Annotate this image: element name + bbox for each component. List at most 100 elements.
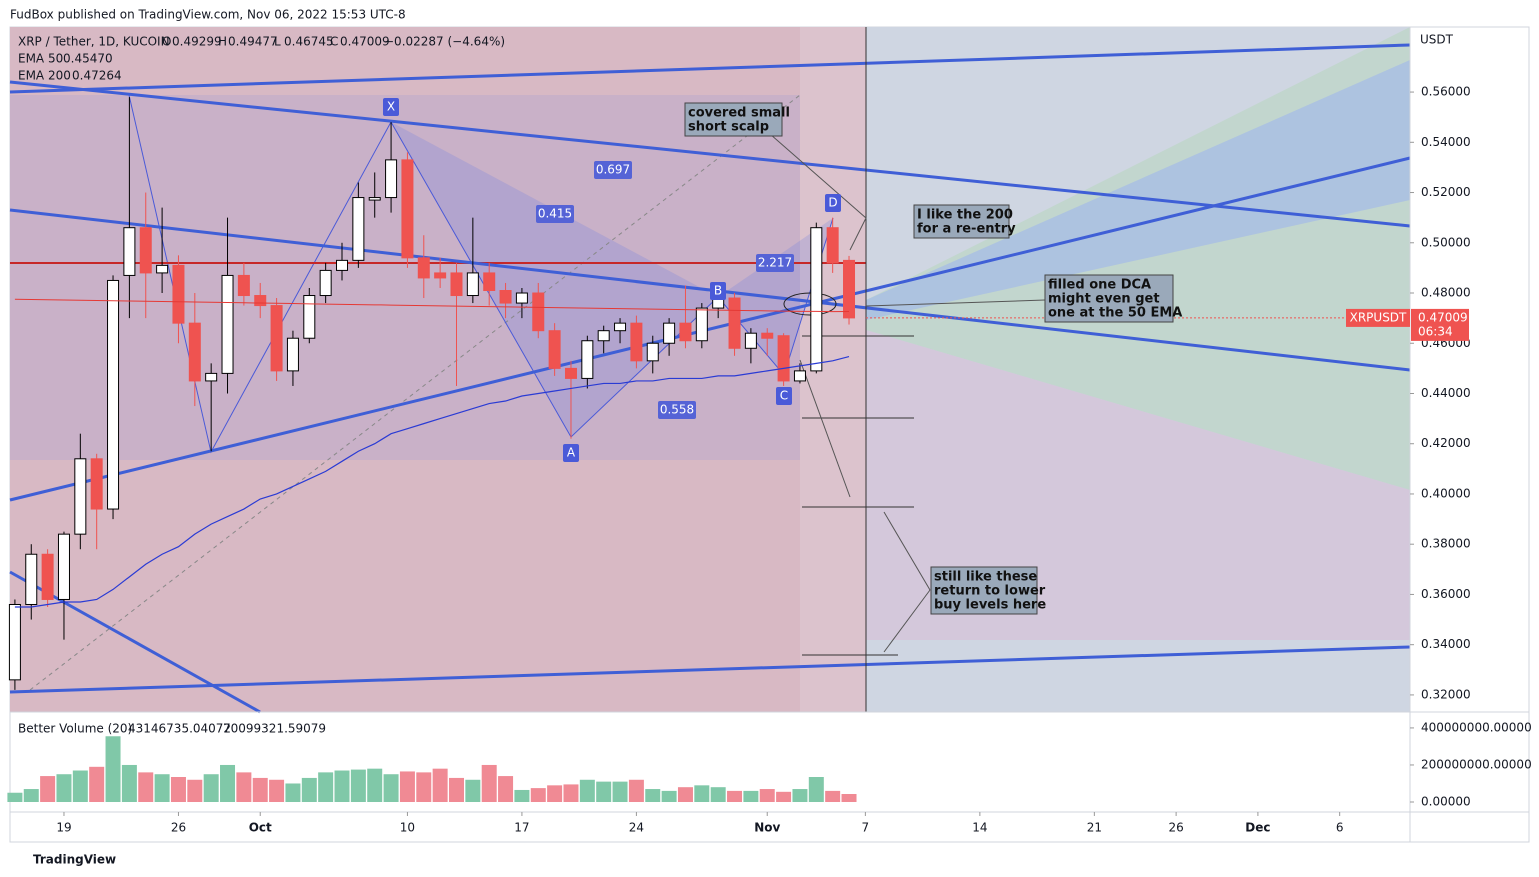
pattern-tag [710,282,726,300]
pattern-tag [563,444,579,462]
symbol-label: XRPUSDT [1350,310,1407,324]
candle-body [663,322,676,344]
ohlc-key: H [218,35,227,49]
candle-body [826,227,839,264]
note-text: still like these [934,570,1037,585]
note-box [913,204,1010,239]
trendline [9,80,1411,228]
zone-light [800,27,866,712]
zone-pink [10,27,800,712]
volume-bar [301,777,317,802]
ema-line [14,298,850,313]
candle-body [401,159,414,259]
pattern-tag [383,98,399,116]
candle-body [744,332,757,349]
volume-bar [236,772,252,802]
candle-body [336,259,349,271]
candle-body [843,259,856,319]
note-text: one at the 50 EMA [1048,306,1182,321]
candle-body [679,322,692,342]
candle-body [8,603,21,681]
volume-bar [170,777,186,802]
candle-body [254,295,267,307]
circle-mark [783,292,837,316]
pattern-label: X [387,100,395,114]
ohlc-key: L [274,35,281,49]
y-tick-label: 0.32000 [1421,687,1471,701]
candle-body [564,367,577,379]
volume-tick-label: 0.00000 [1421,795,1471,809]
y-tick-label: 0.40000 [1421,486,1471,500]
volume-bar [285,783,301,802]
ohlc-value: 0.49477 [228,35,278,49]
x-tick-label: 19 [56,821,71,835]
candle-body [646,342,659,362]
footer: TradingView [33,853,116,867]
ratio-tag [536,205,574,223]
y-tick-label: 0.34000 [1421,637,1471,651]
volume-bar [743,790,759,802]
legend-title: XRP / Tether, 1D, KUCOIN [18,35,170,49]
volume-bar [187,779,203,802]
candle-body [107,279,120,510]
candle-body [728,297,741,349]
y-tick-label: 0.50000 [1421,235,1471,249]
note-box [1044,274,1174,323]
volume-tick-label: 400000000.00000 [1421,720,1532,734]
legend-value: 0.47264 [72,69,122,83]
symbol-tag [1346,308,1410,327]
fan-blue [866,60,1410,320]
volume-bar [661,790,677,802]
candle-body [810,227,823,372]
candle-body [695,307,708,342]
arrow [769,133,867,251]
candle-body [532,292,545,332]
dashed-line [29,94,801,691]
candle-body [614,322,627,332]
x-tick-label: 17 [514,821,529,835]
candle-body [368,197,381,201]
volume-bar [40,776,56,802]
publisher: FudBox published on TradingView.com, Nov… [10,8,406,22]
volume-bar [645,789,661,802]
volume-bar [677,787,693,802]
volume-bar [367,768,383,802]
volume-bar [105,736,121,802]
trendline [9,156,1411,502]
y-tick-label: 0.42000 [1421,436,1471,450]
y-tick-label: 0.52000 [1421,185,1471,199]
candle-body [417,257,430,279]
volume-bar [694,785,710,802]
candle-body [74,458,87,535]
x-tick-label: 26 [1168,821,1183,835]
candle-body [761,332,774,339]
volume-bar [792,789,808,802]
arrow [799,359,851,498]
note-box [930,566,1038,615]
x-tick-label: Oct [249,821,272,835]
ratio-label: 2.217 [758,256,792,270]
candle-body [139,227,152,274]
ratio-label: 0.415 [538,207,572,221]
arrow [883,511,931,591]
volume-bar [72,770,88,802]
y-tick-label: 0.44000 [1421,386,1471,400]
ohlc-key: C [330,35,338,49]
volume-tick-label: 200000000.00000 [1421,757,1532,771]
note-text: might even get [1048,292,1160,307]
volume-bar [808,777,824,802]
candle-body [188,322,201,382]
price-label: 0.47009 [1418,310,1468,324]
volume-bar [318,772,334,802]
volume-bar [563,784,579,802]
y-tick-label: 0.48000 [1421,286,1471,300]
pattern-label: C [780,389,788,403]
volume-bar [628,779,644,802]
candle-body [123,227,136,276]
candle-body [352,197,365,261]
candle-body [90,458,103,510]
candle-body [303,295,316,339]
volume-bar [841,794,857,802]
volume-bar [710,787,726,802]
